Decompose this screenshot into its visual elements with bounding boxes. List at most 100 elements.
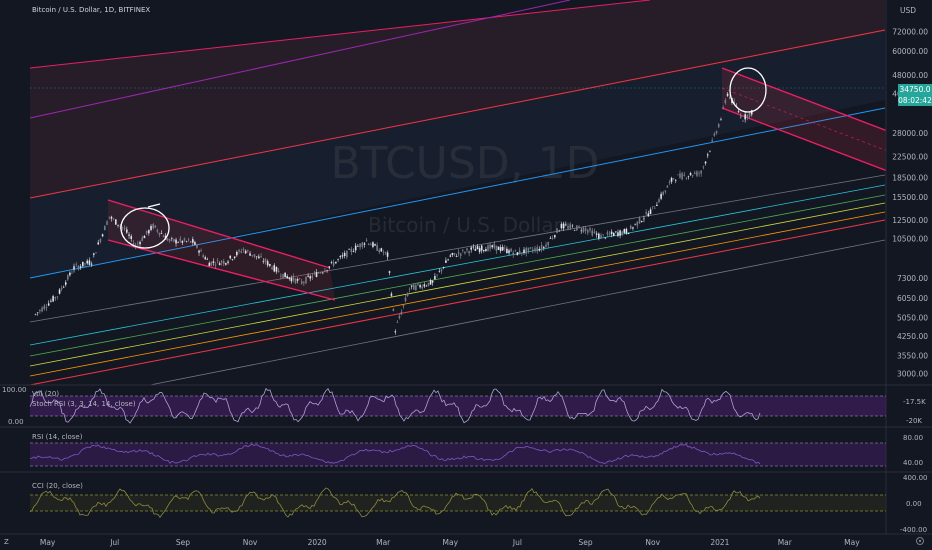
candle-body — [694, 172, 696, 174]
candle-body — [580, 230, 583, 232]
candle-body — [442, 267, 445, 269]
rsi-pane[interactable] — [29, 442, 886, 467]
candle-body — [540, 245, 543, 250]
candle-body — [419, 285, 421, 288]
cci-label: CCI (20, close) — [32, 482, 83, 490]
time-axis[interactable]: May Jul Sep Nov 2020 Mar May Jul Sep Nov 2021 Mar Ma… — [40, 538, 860, 547]
time-tick-label: Nov — [243, 538, 258, 547]
candle-body — [354, 245, 357, 251]
candle-body — [45, 307, 48, 308]
candle-body — [101, 234, 104, 237]
candle-body — [429, 280, 432, 285]
candle-body — [386, 252, 389, 257]
candle-body — [34, 314, 37, 315]
candle-body — [341, 255, 344, 257]
candle-body — [152, 224, 155, 229]
candle-body — [470, 247, 473, 250]
candle-body — [447, 259, 449, 261]
candle-body — [472, 246, 475, 248]
candle-body — [508, 250, 510, 254]
candle-body — [43, 305, 46, 310]
time-tick-label: 2021 — [710, 538, 729, 547]
candle-body — [417, 283, 419, 285]
candle-body — [532, 249, 534, 252]
countdown-value: 08:02:42 — [898, 96, 932, 105]
candle-body — [558, 230, 561, 232]
candle-body — [282, 273, 284, 279]
candle-body — [104, 225, 106, 231]
candle-body — [724, 100, 727, 104]
candle-body — [294, 278, 297, 284]
candle-body — [330, 261, 333, 263]
candle-body — [204, 257, 207, 260]
scale-toggle-label[interactable]: Z — [4, 538, 9, 546]
candle-body — [431, 280, 434, 283]
candle-body — [521, 253, 523, 254]
price-tick-label: 48000.00 — [892, 71, 928, 80]
candle-body — [545, 244, 547, 248]
candle-body — [95, 252, 97, 254]
candle-body — [212, 261, 215, 263]
candle-body — [634, 223, 636, 225]
candle-body — [324, 270, 326, 272]
candle-body — [298, 278, 301, 280]
candle-body — [357, 246, 359, 247]
candle-body — [350, 248, 353, 253]
price-tick-label: 12500.00 — [892, 216, 928, 225]
candle-body — [168, 239, 171, 241]
stoch-label: Stoch RSI (3, 3, 14, 14, close) — [32, 400, 136, 408]
candle-body — [50, 300, 52, 302]
price-tick-label: 15500.00 — [892, 193, 928, 202]
candle-body — [77, 266, 80, 270]
candle-body — [560, 223, 563, 229]
candle-body — [660, 193, 662, 199]
candle-body — [39, 310, 41, 312]
cci-pane[interactable] — [29, 487, 886, 519]
candle-body — [474, 249, 477, 251]
candle-body — [229, 255, 232, 259]
candle-body — [90, 263, 93, 265]
candle-body — [668, 181, 671, 183]
vol-label: Vol (20) — [32, 390, 59, 398]
candle-body — [733, 101, 735, 105]
channel-fills — [30, 0, 885, 278]
candle-body — [728, 96, 731, 99]
candle-body — [372, 242, 374, 247]
candle-body — [47, 303, 50, 306]
candle-body — [374, 244, 376, 246]
candle-body — [687, 176, 690, 178]
price-tick-label: 22500.00 — [892, 153, 928, 162]
candle-body — [322, 272, 324, 274]
candle-body — [214, 264, 217, 266]
candle-body — [290, 277, 293, 282]
candle-body — [647, 213, 650, 217]
candle-body — [264, 259, 267, 263]
candle-body — [510, 248, 512, 252]
candle-body — [404, 297, 407, 302]
candle-body — [739, 114, 742, 118]
candle-body — [606, 232, 609, 235]
candle-body — [726, 93, 729, 96]
candle-body — [64, 282, 67, 285]
stoch-rsi-pane[interactable] — [29, 387, 886, 424]
candle-body — [664, 190, 667, 192]
candle-body — [638, 218, 641, 224]
candle-body — [275, 267, 278, 272]
candle-body — [266, 261, 269, 266]
candle-body — [179, 238, 182, 241]
candle-body — [315, 272, 318, 277]
candle-body — [300, 281, 303, 284]
settings-icon[interactable] — [916, 537, 924, 545]
candle-body — [625, 228, 628, 234]
price-tick-label: 10500.00 — [892, 235, 928, 244]
last-price-tag — [898, 84, 932, 95]
candle-body — [319, 272, 322, 274]
candle-body — [128, 234, 130, 236]
candle-body — [501, 246, 504, 251]
candle-body — [253, 254, 256, 257]
candle-body — [449, 255, 452, 257]
candle-body — [587, 230, 589, 233]
candle-body — [674, 180, 677, 182]
candle-body — [451, 253, 454, 255]
